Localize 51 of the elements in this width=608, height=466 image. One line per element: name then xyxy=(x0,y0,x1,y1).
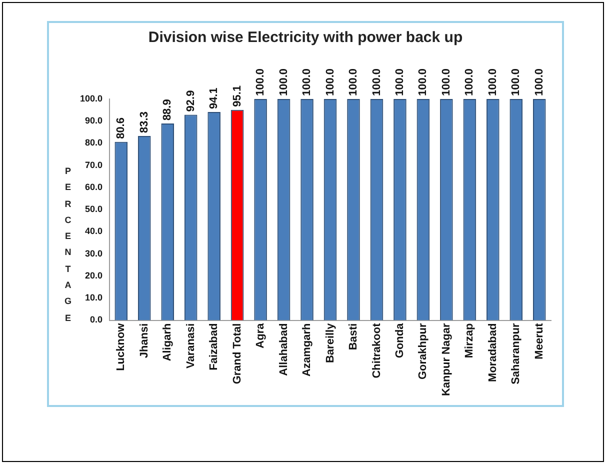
y-tick-label: 10.0 xyxy=(84,292,103,303)
y-tick-label: 30.0 xyxy=(84,248,103,258)
data-label: 83.3 xyxy=(138,112,150,133)
x-tick-label: Agra xyxy=(254,322,267,348)
x-tick-label: Gorakhpur xyxy=(417,322,430,380)
x-tick-label: Kanpur Nagar xyxy=(440,322,452,396)
x-tick-label: Grand Total xyxy=(231,323,244,384)
data-label: 100.0 xyxy=(348,68,360,96)
chart-title: Division wise Electricity with power back up xyxy=(147,29,464,46)
data-label: 100.0 xyxy=(464,68,476,96)
y-tick-label: 0.0 xyxy=(90,314,103,325)
x-tick-label: Lucknow xyxy=(115,322,128,371)
data-label: 95.1 xyxy=(231,85,244,107)
data-label: 100.0 xyxy=(301,68,314,96)
data-label: 100.0 xyxy=(417,68,430,96)
x-tick-label: Varanasi xyxy=(184,323,197,369)
data-label: 100.0 xyxy=(533,68,546,96)
data-label: 100.0 xyxy=(486,68,499,96)
x-tick-label: Basti xyxy=(348,323,360,350)
data-label: 100.0 xyxy=(278,68,290,96)
y-tick-label: 90.0 xyxy=(84,116,103,126)
data-label: 100.0 xyxy=(440,68,452,96)
x-tick-label: Meerut xyxy=(533,322,546,360)
data-label: 92.9 xyxy=(184,90,197,112)
y-tick-label: 50.0 xyxy=(84,204,103,214)
x-tick-label: Bareilly xyxy=(324,322,336,364)
y-tick-label: 70.0 xyxy=(84,160,103,170)
x-tick-label: Azamgarh xyxy=(301,322,314,376)
x-tick-label: Jhansi xyxy=(138,323,150,358)
x-tick-label: Mirzap xyxy=(464,322,476,358)
data-label: 100.0 xyxy=(394,68,406,96)
y-tick-label: 80.0 xyxy=(84,138,103,148)
x-tick-label: Allahabad xyxy=(278,323,290,376)
data-label: 100.0 xyxy=(510,68,522,96)
x-tick-label: Moradabad xyxy=(486,323,499,382)
data-label: 100.0 xyxy=(370,68,383,96)
x-tick-label: Gonda xyxy=(394,322,406,358)
y-tick-label: 100.0 xyxy=(80,93,103,104)
data-label: 80.6 xyxy=(115,118,128,139)
y-tick-label: 40.0 xyxy=(84,226,103,236)
y-tick-label: 20.0 xyxy=(84,270,103,280)
y-tick-label: 60.0 xyxy=(84,182,103,192)
text: PERCENTAGE xyxy=(64,166,72,323)
data-label: 100.0 xyxy=(324,68,336,96)
x-tick-label: Saharanpur xyxy=(510,322,522,384)
x-tick-label: Chitrakoot xyxy=(370,322,383,378)
data-label: 94.1 xyxy=(208,88,220,110)
x-tick-label: Aligarh xyxy=(162,322,174,362)
data-label: 100.0 xyxy=(254,68,267,96)
data-label: 88.9 xyxy=(162,99,174,121)
x-tick-label: Faizabad xyxy=(208,323,220,370)
